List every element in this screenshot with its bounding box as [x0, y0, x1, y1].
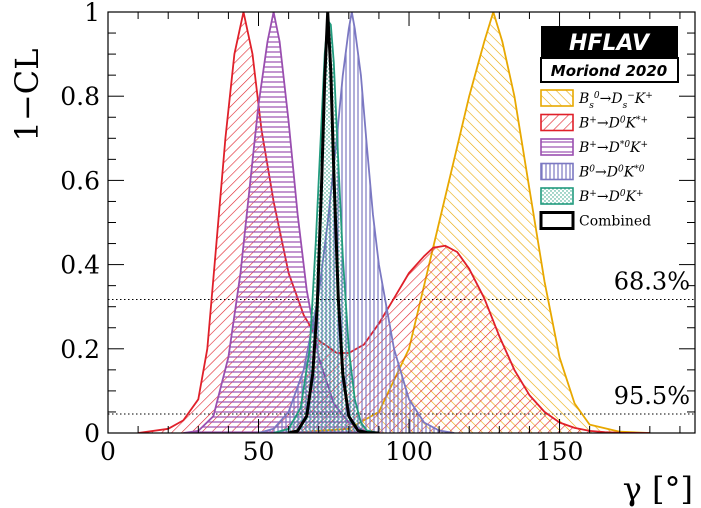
legend-label-0: Bs0→Ds−K+ — [578, 91, 653, 111]
y-tick-label-4: 0.8 — [60, 82, 100, 111]
y-axis-title: 1−CL — [8, 49, 46, 142]
series-fill-2 — [183, 12, 379, 433]
y-tick-label-3: 0.6 — [60, 166, 100, 195]
legend-swatch-1 — [540, 113, 574, 132]
series-fill-4 — [273, 20, 379, 433]
legend-entry-4: B+→D0K+ — [540, 187, 644, 205]
hflav-badge: HFLAV Moriond 2020 — [540, 26, 679, 83]
y-tick-label-2: 0.4 — [60, 251, 100, 280]
reference-line-label-1: 95.5% — [614, 382, 690, 410]
legend-entry-2: B+→D*0K+ — [540, 138, 648, 156]
series-layer — [137, 12, 650, 433]
legend-label-3: B0→D0K*0 — [578, 165, 645, 181]
badge-subtitle: Moriond 2020 — [551, 62, 667, 80]
series-fill-3 — [258, 12, 455, 433]
series-line-5 — [288, 12, 379, 433]
badge-title-box — [541, 26, 678, 58]
legend: Bs0→Ds−K+ B+→D0K*+ B+→D*0K+ B0→D0K*0 B+→D0K+… — [539, 89, 653, 230]
legend-swatch-3 — [540, 162, 574, 181]
legend-label-2: B+→D*0K+ — [578, 140, 648, 156]
x-tick-label-2: 100 — [385, 437, 433, 466]
reference-labels: 68.3% 95.5% — [614, 268, 690, 411]
series-line-4 — [273, 19, 380, 433]
reference-line-label-0: 68.3% — [614, 268, 690, 296]
badge-title: HFLAV — [569, 31, 651, 56]
legend-entry-3: B0→D0K*0 — [540, 162, 645, 181]
y-tick-label-5: 1 — [84, 0, 100, 27]
badge-subtitle-box — [540, 57, 679, 83]
x-tick-label-3: 150 — [536, 437, 584, 466]
legend-swatch-2 — [540, 138, 574, 156]
legend-label-4: B+→D0K+ — [578, 189, 644, 205]
legend-entry-0: Bs0→Ds−K+ — [540, 89, 653, 111]
x-tick-label-1: 50 — [243, 437, 275, 466]
legend-label-1: B+→D0K*+ — [578, 116, 648, 132]
legend-swatch-0 — [540, 89, 574, 107]
legend-entry-5: Combined — [539, 211, 651, 230]
series-fill-0 — [288, 12, 650, 433]
ticks: 0 50 100 150 0 0.2 0.4 0.6 0.8 1 — [60, 0, 695, 466]
legend-entry-1: B+→D0K*+ — [540, 113, 648, 132]
series-line-3 — [258, 12, 455, 433]
legend-swatch-5 — [539, 211, 575, 230]
legend-label-5: Combined — [579, 214, 651, 230]
y-tick-label-0: 0 — [84, 419, 100, 448]
x-tick-label-0: 0 — [100, 437, 116, 466]
legend-swatch-4 — [540, 187, 574, 205]
y-tick-label-1: 0.2 — [60, 335, 100, 364]
x-axis-title: γ [°] — [623, 470, 693, 508]
